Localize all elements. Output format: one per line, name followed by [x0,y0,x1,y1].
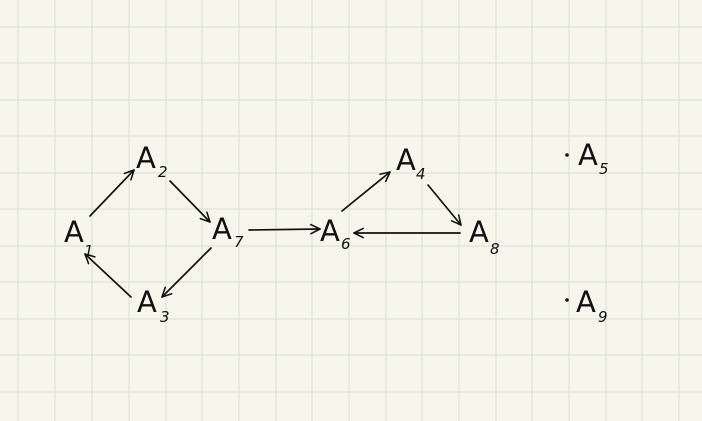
edge-a4-to-a8 [427,184,462,226]
node-letter: A [320,214,340,248]
node-index: 7 [234,233,244,251]
node-letter: A [212,212,232,246]
node-letter: A [396,143,416,177]
edge-a7-to-a6 [248,223,321,235]
node-index: 5 [599,160,609,178]
edge-a2-to-a7 [169,180,211,223]
node-index: 2 [158,163,168,181]
edge-a7-to-a3 [161,247,212,298]
edge-a3-to-a1 [84,253,132,298]
edge-a6-to-a4 [341,171,391,212]
node-index: 3 [160,308,170,326]
isolated-node-dot [565,298,569,302]
node-index: 4 [416,165,426,183]
node-index: 8 [490,240,500,258]
node-letter: A [137,285,157,319]
node-letter: A [576,285,596,319]
isolated-node-dot [565,153,569,157]
node-letter: A [578,138,598,172]
node-letter: A [469,215,489,249]
edge-a1-to-a2 [89,169,135,217]
node-letter: A [64,215,84,249]
edge-layer [84,169,462,298]
node-index: 6 [341,235,351,253]
node-letter: A [136,141,156,175]
node-index: 9 [598,308,608,326]
node-layer: A1A 2A 3A 7 A 6A 4A 8A 5A 9 [64,138,609,326]
node-index: 1 [84,242,94,260]
node-a1: A1 [64,215,94,260]
